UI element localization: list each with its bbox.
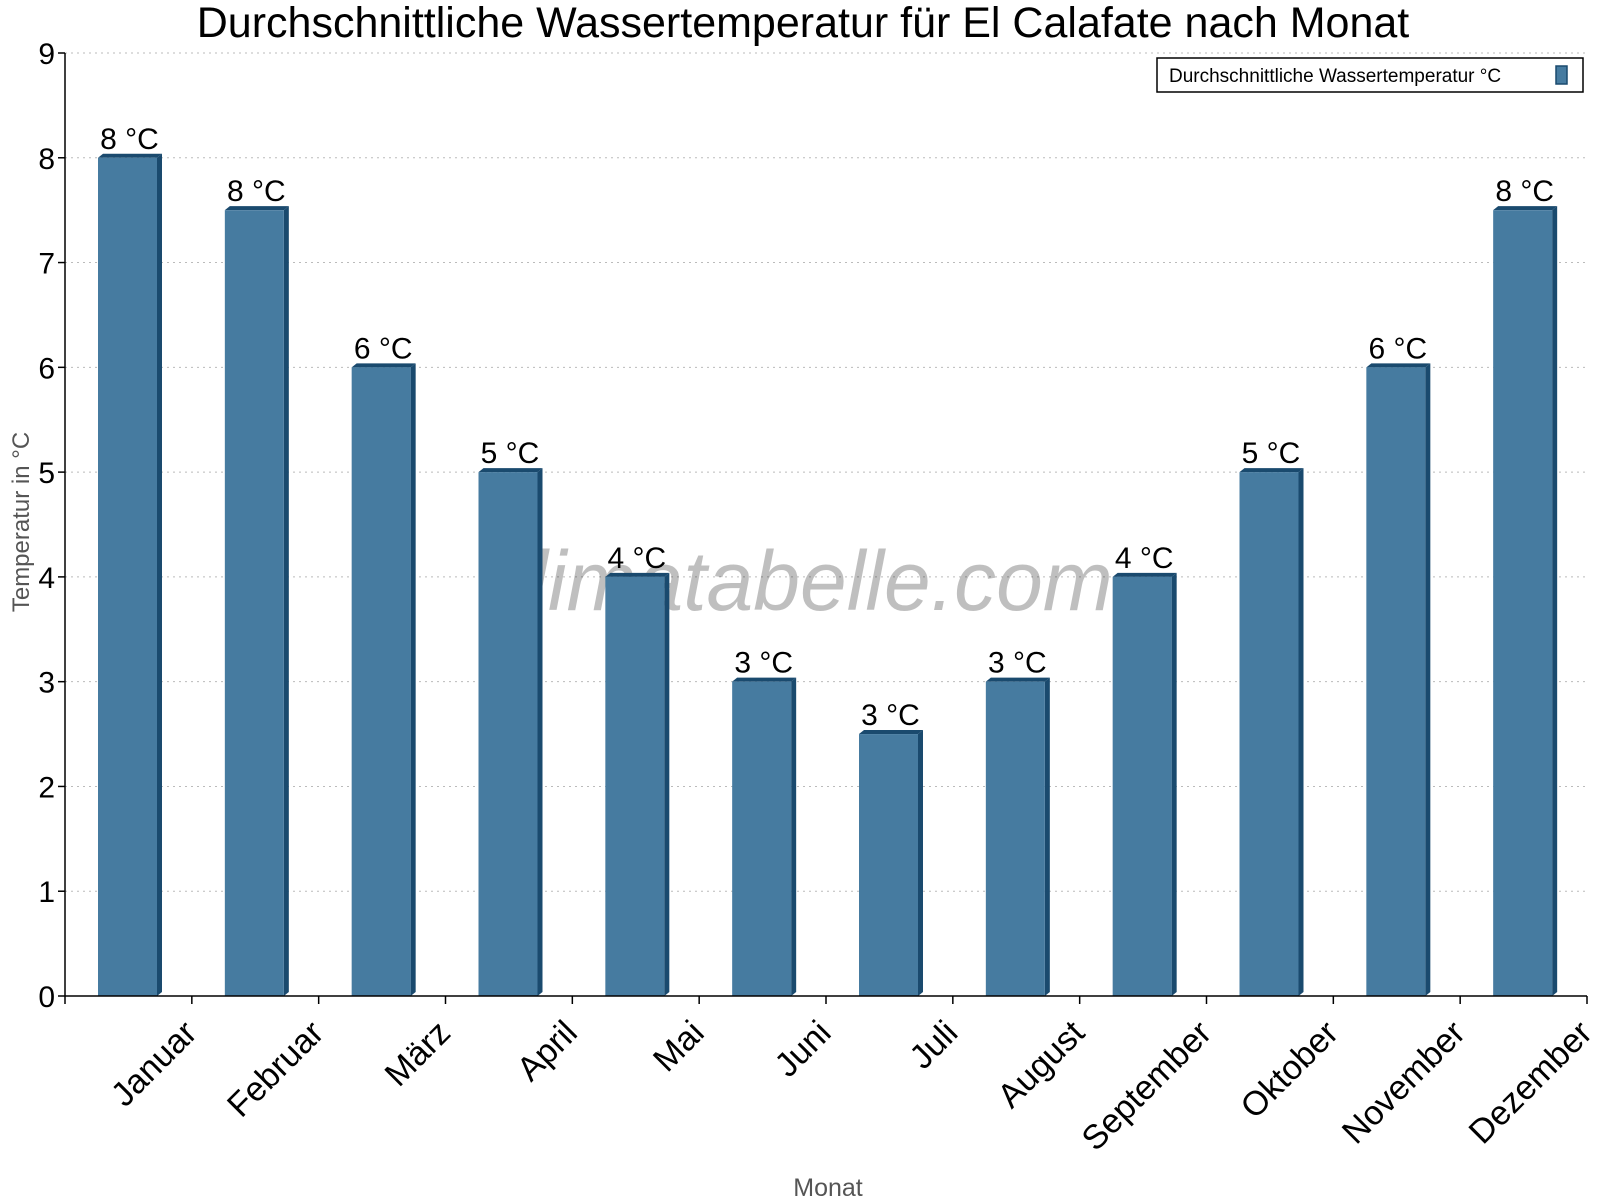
y-tick-label: 5 <box>38 457 55 490</box>
bar-top <box>98 153 162 158</box>
bar-top <box>1493 206 1558 211</box>
chart-title: Durchschnittliche Wassertemperatur für E… <box>197 0 1410 47</box>
bar-top <box>605 572 670 577</box>
bar-top <box>859 730 923 735</box>
y-tick-label: 8 <box>38 143 55 176</box>
x-tick-label: April <box>510 1014 585 1089</box>
watermark: klimatabelle.com <box>487 534 1113 628</box>
bar-top <box>224 206 289 211</box>
bar-side <box>1298 468 1304 997</box>
bar <box>1112 576 1172 996</box>
bar <box>224 210 284 996</box>
y-tick-label: 4 <box>38 562 55 595</box>
y-tick-label: 7 <box>38 248 55 281</box>
legend-box <box>1156 57 1584 93</box>
bar <box>1239 472 1299 997</box>
bar-side <box>537 468 543 997</box>
data-label: 5 °C <box>1242 437 1301 470</box>
bar-top <box>1112 572 1177 577</box>
bar-top <box>351 363 416 368</box>
data-label: 3 °C <box>734 647 793 680</box>
bar <box>859 734 918 996</box>
bar <box>98 157 157 996</box>
bar-side <box>1044 677 1050 996</box>
x-axis-label: Monat <box>793 1174 863 1200</box>
bar-top <box>1366 363 1431 368</box>
y-axis-label: Temperatur in °C <box>8 432 35 612</box>
x-tick-label: November <box>1335 1014 1473 1152</box>
x-tick-label: Februar <box>220 1014 331 1125</box>
bar-side <box>1552 206 1558 996</box>
x-tick-label: Januar <box>104 1014 204 1114</box>
bar-side <box>157 153 162 996</box>
y-tick-label: 6 <box>38 352 55 385</box>
data-label: 8 °C <box>1495 175 1554 208</box>
bar <box>605 576 665 996</box>
bar-side <box>918 730 923 996</box>
legend: Durchschnittliche Wassertemperatur °C <box>1156 57 1584 93</box>
bar-side <box>791 677 797 996</box>
x-tick-label: September <box>1075 1014 1219 1158</box>
data-label: 6 °C <box>1368 332 1427 365</box>
data-label: 6 °C <box>354 332 413 365</box>
x-tick-label: Oktober <box>1233 1014 1345 1126</box>
x-tick-label: Mai <box>646 1014 712 1080</box>
bar-side <box>1171 572 1177 996</box>
legend-swatch <box>1555 65 1568 85</box>
bar-side <box>410 363 416 996</box>
x-tick-label: Juni <box>768 1014 839 1085</box>
data-label: 8 °C <box>100 123 159 156</box>
y-tick-label: 1 <box>38 876 55 909</box>
bar <box>478 472 538 997</box>
legend-label: Durchschnittliche Wassertemperatur °C <box>1169 66 1501 87</box>
bar-side <box>664 572 670 996</box>
x-tick-label: Juli <box>902 1014 965 1077</box>
bar-top <box>985 677 1050 682</box>
x-tick-label: August <box>990 1013 1092 1115</box>
bar-top <box>478 468 543 473</box>
y-tick-label: 9 <box>38 38 55 71</box>
data-label: 4 °C <box>607 542 666 575</box>
x-tick-label: Dezember <box>1462 1014 1600 1152</box>
y-tick-label: 3 <box>38 667 55 700</box>
y-tick-label: 0 <box>38 981 55 1014</box>
data-label: 8 °C <box>227 175 286 208</box>
bar-side <box>283 206 289 996</box>
data-label: 3 °C <box>861 699 920 732</box>
data-label: 4 °C <box>1115 542 1174 575</box>
bar <box>351 367 411 996</box>
y-tick-label: 2 <box>38 771 55 804</box>
bar <box>1493 210 1553 996</box>
x-tick-label: März <box>378 1014 458 1094</box>
bar-top <box>732 677 797 682</box>
bar-top <box>1239 468 1304 473</box>
bar <box>985 681 1045 996</box>
bar <box>732 681 792 996</box>
bar <box>1366 367 1426 996</box>
bar-side <box>1425 363 1431 996</box>
data-label: 5 °C <box>481 437 540 470</box>
data-label: 3 °C <box>988 647 1047 680</box>
